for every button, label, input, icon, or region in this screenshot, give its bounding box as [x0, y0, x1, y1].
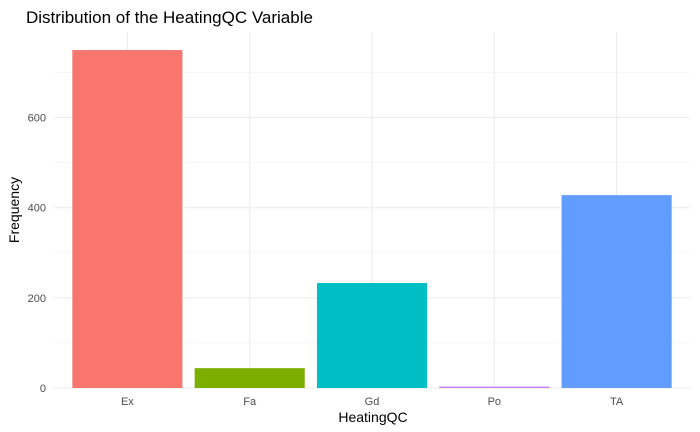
bar-po — [439, 386, 550, 388]
x-axis-ticks: Ex Fa Gd Po TA — [121, 396, 624, 408]
x-tick-label: Fa — [243, 396, 257, 408]
y-tick-label: 600 — [28, 113, 46, 125]
y-axis-title: Frequency — [6, 177, 22, 243]
y-tick-label: 200 — [28, 293, 46, 305]
x-tick-label: Ex — [121, 396, 134, 408]
x-tick-label: Gd — [365, 396, 380, 408]
y-axis-ticks: 0 200 400 600 — [28, 113, 46, 395]
bar-ex — [72, 50, 183, 388]
bar-gd — [316, 283, 428, 388]
bar-ta — [561, 195, 672, 388]
x-tick-label: Po — [488, 396, 501, 408]
y-tick-label: 400 — [28, 203, 46, 215]
bars — [72, 50, 672, 388]
x-axis-title: HeatingQC — [338, 409, 407, 425]
y-tick-label: 0 — [40, 383, 46, 395]
x-tick-label: TA — [610, 396, 624, 408]
chart-title: Distribution of the HeatingQC Variable — [26, 8, 313, 27]
bar-fa — [194, 368, 305, 388]
